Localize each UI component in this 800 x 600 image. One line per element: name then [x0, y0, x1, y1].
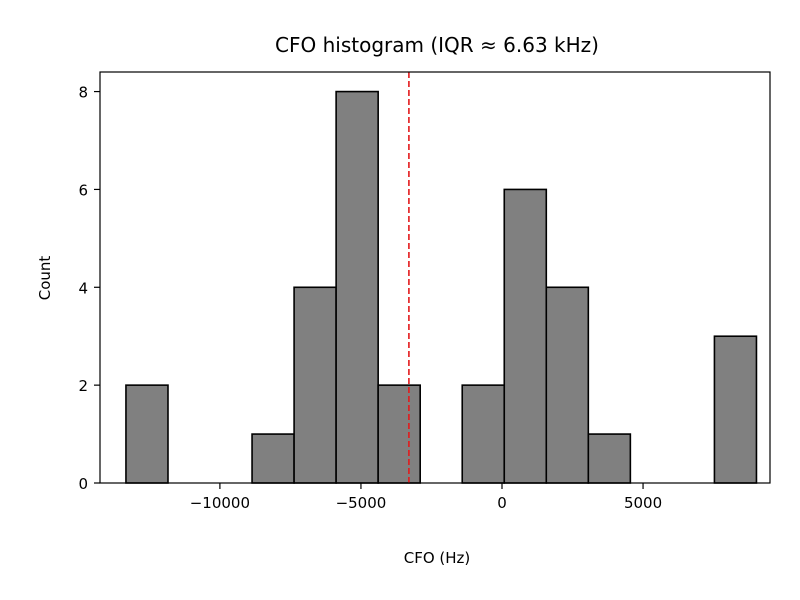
histogram-bar-10	[545, 286, 590, 484]
histogram-bar-4	[293, 286, 337, 484]
chart-title: CFO histogram (IQR ≈ 6.63 kHz)	[275, 33, 599, 57]
histogram-bar-14	[713, 335, 758, 484]
plot-frame	[99, 71, 771, 484]
y-tick-label: 4	[78, 279, 88, 297]
y-axis-label: Count	[36, 256, 54, 301]
y-tick-label: 0	[78, 475, 88, 493]
histogram-bar-8	[461, 384, 506, 484]
y-tick-label: 6	[78, 181, 88, 199]
bars-group	[125, 90, 758, 484]
y-tick-label: 8	[78, 84, 88, 102]
x-tick-label: −10000	[190, 494, 250, 512]
y-tick-label: 2	[78, 377, 88, 395]
histogram-bar-5	[335, 90, 379, 484]
histogram-bar-9	[503, 188, 548, 484]
histogram-bar-11	[587, 433, 632, 484]
x-axis-label: CFO (Hz)	[404, 549, 471, 567]
x-tick-label: 0	[497, 494, 507, 512]
histogram-bar-6	[377, 384, 421, 484]
y-axis: 0 2 4 6 8	[78, 84, 100, 493]
x-tick-label: −5000	[336, 494, 387, 512]
histogram-bar-0	[125, 384, 169, 484]
x-axis: −10000 −5000 0 5000	[190, 483, 662, 512]
histogram-bar-3	[251, 433, 295, 484]
x-tick-label: 5000	[624, 494, 662, 512]
